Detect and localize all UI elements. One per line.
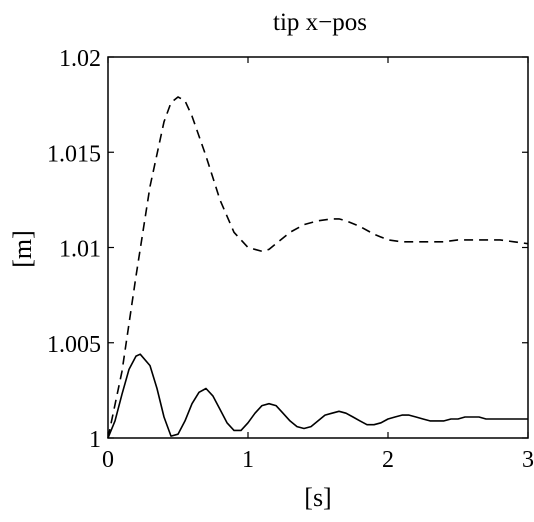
- y-tick-label: 1.01: [59, 237, 101, 263]
- series-line-solid: [107, 353, 528, 439]
- series-line-dashed: [107, 96, 529, 439]
- x-tick-label: 1: [242, 447, 254, 473]
- plot-frame: [107, 56, 529, 439]
- y-tick-label: 1: [89, 427, 101, 453]
- y-tick-label: 1.015: [47, 141, 101, 167]
- x-tick-label: 2: [382, 447, 394, 473]
- y-axis-label: [m]: [8, 230, 37, 268]
- x-tick-label: 0: [102, 447, 114, 473]
- series-layer: [107, 96, 529, 439]
- x-tick-label: 3: [522, 447, 534, 473]
- x-axis-label: [s]: [304, 483, 331, 512]
- y-tick-label: 1.005: [47, 332, 101, 358]
- y-tick-label: 1.02: [59, 46, 101, 72]
- chart-title: tip x−pos: [273, 9, 367, 36]
